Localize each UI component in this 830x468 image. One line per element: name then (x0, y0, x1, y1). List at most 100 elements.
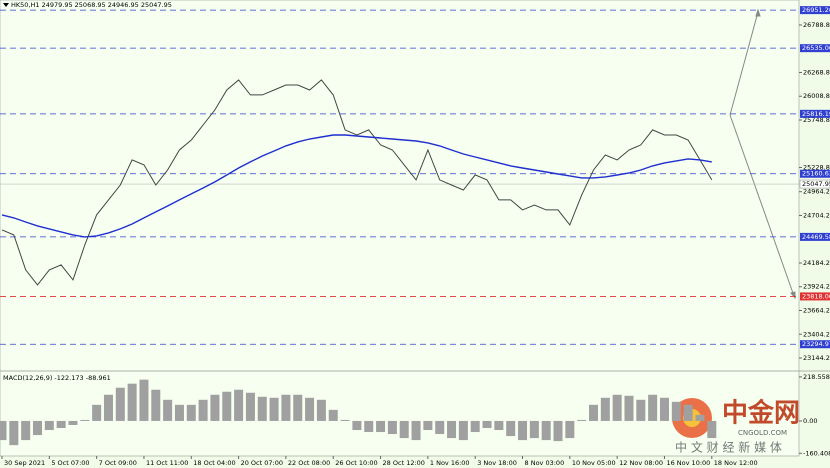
y-tick-label: -160.408 (803, 449, 830, 457)
price-title: HK50,H1 24979.95 25068.95 24946.95 25047… (11, 1, 172, 9)
macd-bar (32, 420, 42, 436)
level-tag (800, 109, 830, 118)
x-tick-label: 5 Oct 07:00 (51, 459, 89, 467)
x-tick-label: 30 Sep 2021 (4, 459, 45, 467)
macd-bar (376, 420, 386, 433)
x-tick-label: 12 Nov 08:00 (619, 459, 663, 467)
macd-bar (234, 389, 244, 421)
y-tick-label: 24964.20 (803, 188, 830, 196)
macd-bar (293, 394, 303, 421)
menu-triangle (3, 3, 9, 7)
macd-title: MACD(12,26,9) -122.173 -88.961 (3, 374, 111, 382)
projection (729, 8, 796, 300)
macd-bar (577, 419, 587, 421)
y-tick-label: 24704.20 (803, 211, 830, 219)
y-tick-label: 23404.20 (803, 330, 830, 338)
macd-bar (269, 397, 279, 421)
macd-bar (281, 394, 291, 421)
macd-bar (92, 404, 102, 421)
macd-bar (340, 419, 350, 421)
x-tick-label: 11 Oct 11:00 (146, 459, 188, 467)
x-tick-label: 18 Oct 04:00 (193, 459, 235, 467)
macd-bar (163, 399, 173, 421)
macd-bar (518, 420, 528, 441)
x-tick-label: 22 Oct 08:00 (288, 459, 330, 467)
y-tick-label: 25748.80 (803, 116, 830, 124)
macd-bar (671, 401, 681, 421)
macd-bar (257, 396, 267, 421)
macd-bar (399, 420, 409, 439)
macd-bar (659, 397, 669, 421)
x-tick-label: 7 Oct 09:00 (99, 459, 137, 467)
macd-bar (600, 397, 610, 421)
macd-bar (127, 383, 137, 421)
y-tick-label: 26268.80 (803, 68, 830, 76)
level-tag (800, 169, 830, 178)
slogan: 中 文 财 经 新 媒 体 (675, 440, 782, 455)
macd-bar (695, 414, 705, 421)
y-tick-label: 23144.20 (803, 354, 830, 362)
macd-bar (68, 420, 78, 425)
level-label: 25816.19 (802, 110, 830, 118)
level-tag (800, 292, 830, 301)
macd-bar (506, 420, 516, 437)
y-tick-label: 26788.80 (803, 21, 830, 29)
y-tick-label: 25228.80 (803, 164, 830, 172)
y-tick-label: 0.00 (803, 417, 817, 425)
site: CNGOLD.COM (738, 429, 787, 437)
x-tick-label: 18 Nov 12:00 (714, 459, 758, 467)
macd-bar (0, 420, 7, 441)
macd-bar (174, 404, 184, 421)
macd-bar (364, 420, 374, 433)
macd-bar (387, 420, 397, 435)
plot-frame (0, 0, 800, 457)
macd-bar (103, 394, 113, 421)
macd-bar (565, 420, 575, 439)
macd-bar (636, 399, 646, 421)
level-tag (800, 6, 830, 15)
level-label: 23294.97 (802, 340, 830, 348)
macd-bar (44, 420, 54, 431)
level-tag (800, 232, 830, 241)
macd-bar (589, 404, 598, 421)
macd-bar (541, 420, 551, 441)
y-tick-label: 24184.20 (803, 259, 830, 267)
macd-bar (494, 420, 504, 431)
macd-bar (305, 397, 315, 421)
y-tick-label: 26008.80 (803, 92, 830, 100)
x-tick-label: 16 Nov 10:00 (666, 459, 710, 467)
macd-bar (612, 394, 622, 421)
level-label: 25160.63 (802, 170, 830, 178)
x-tick-label: 26 Oct 10:00 (335, 459, 377, 467)
x-tick-label: 28 Oct 12:00 (383, 459, 425, 467)
level-label: 26951.26 (802, 6, 830, 14)
last-price-tag (799, 179, 830, 189)
macd-bar (411, 420, 421, 441)
x-tick-label: 8 Nov 03:00 (525, 459, 565, 467)
level-tag (800, 340, 830, 349)
macd-bar (245, 392, 255, 421)
macd-bar (139, 379, 149, 421)
level-label: 23818.00 (802, 292, 830, 300)
macd-bar (328, 409, 338, 421)
brand: 中金网 (722, 398, 800, 429)
macd-bar (482, 420, 492, 429)
projection-line (729, 114, 795, 297)
level-tag (800, 44, 830, 53)
x-tick-label: 3 Nov 18:00 (477, 459, 517, 467)
arrow-head (755, 8, 761, 17)
x-tick-label: 10 Nov 05:00 (572, 459, 616, 467)
macd-bar (222, 391, 232, 421)
macd-bar (56, 420, 66, 429)
macd-bar (458, 420, 468, 441)
macd-bar (115, 387, 125, 421)
macd-bar (186, 404, 196, 421)
macd-bar (9, 420, 19, 446)
y-tick-label: 23664.20 (803, 306, 830, 314)
macd-bar (21, 420, 31, 441)
macd-bar (707, 420, 717, 439)
macd-bar (316, 399, 326, 421)
x-tick-label: 1 Nov 16:00 (430, 459, 470, 467)
level-label: 24469.58 (802, 233, 830, 241)
